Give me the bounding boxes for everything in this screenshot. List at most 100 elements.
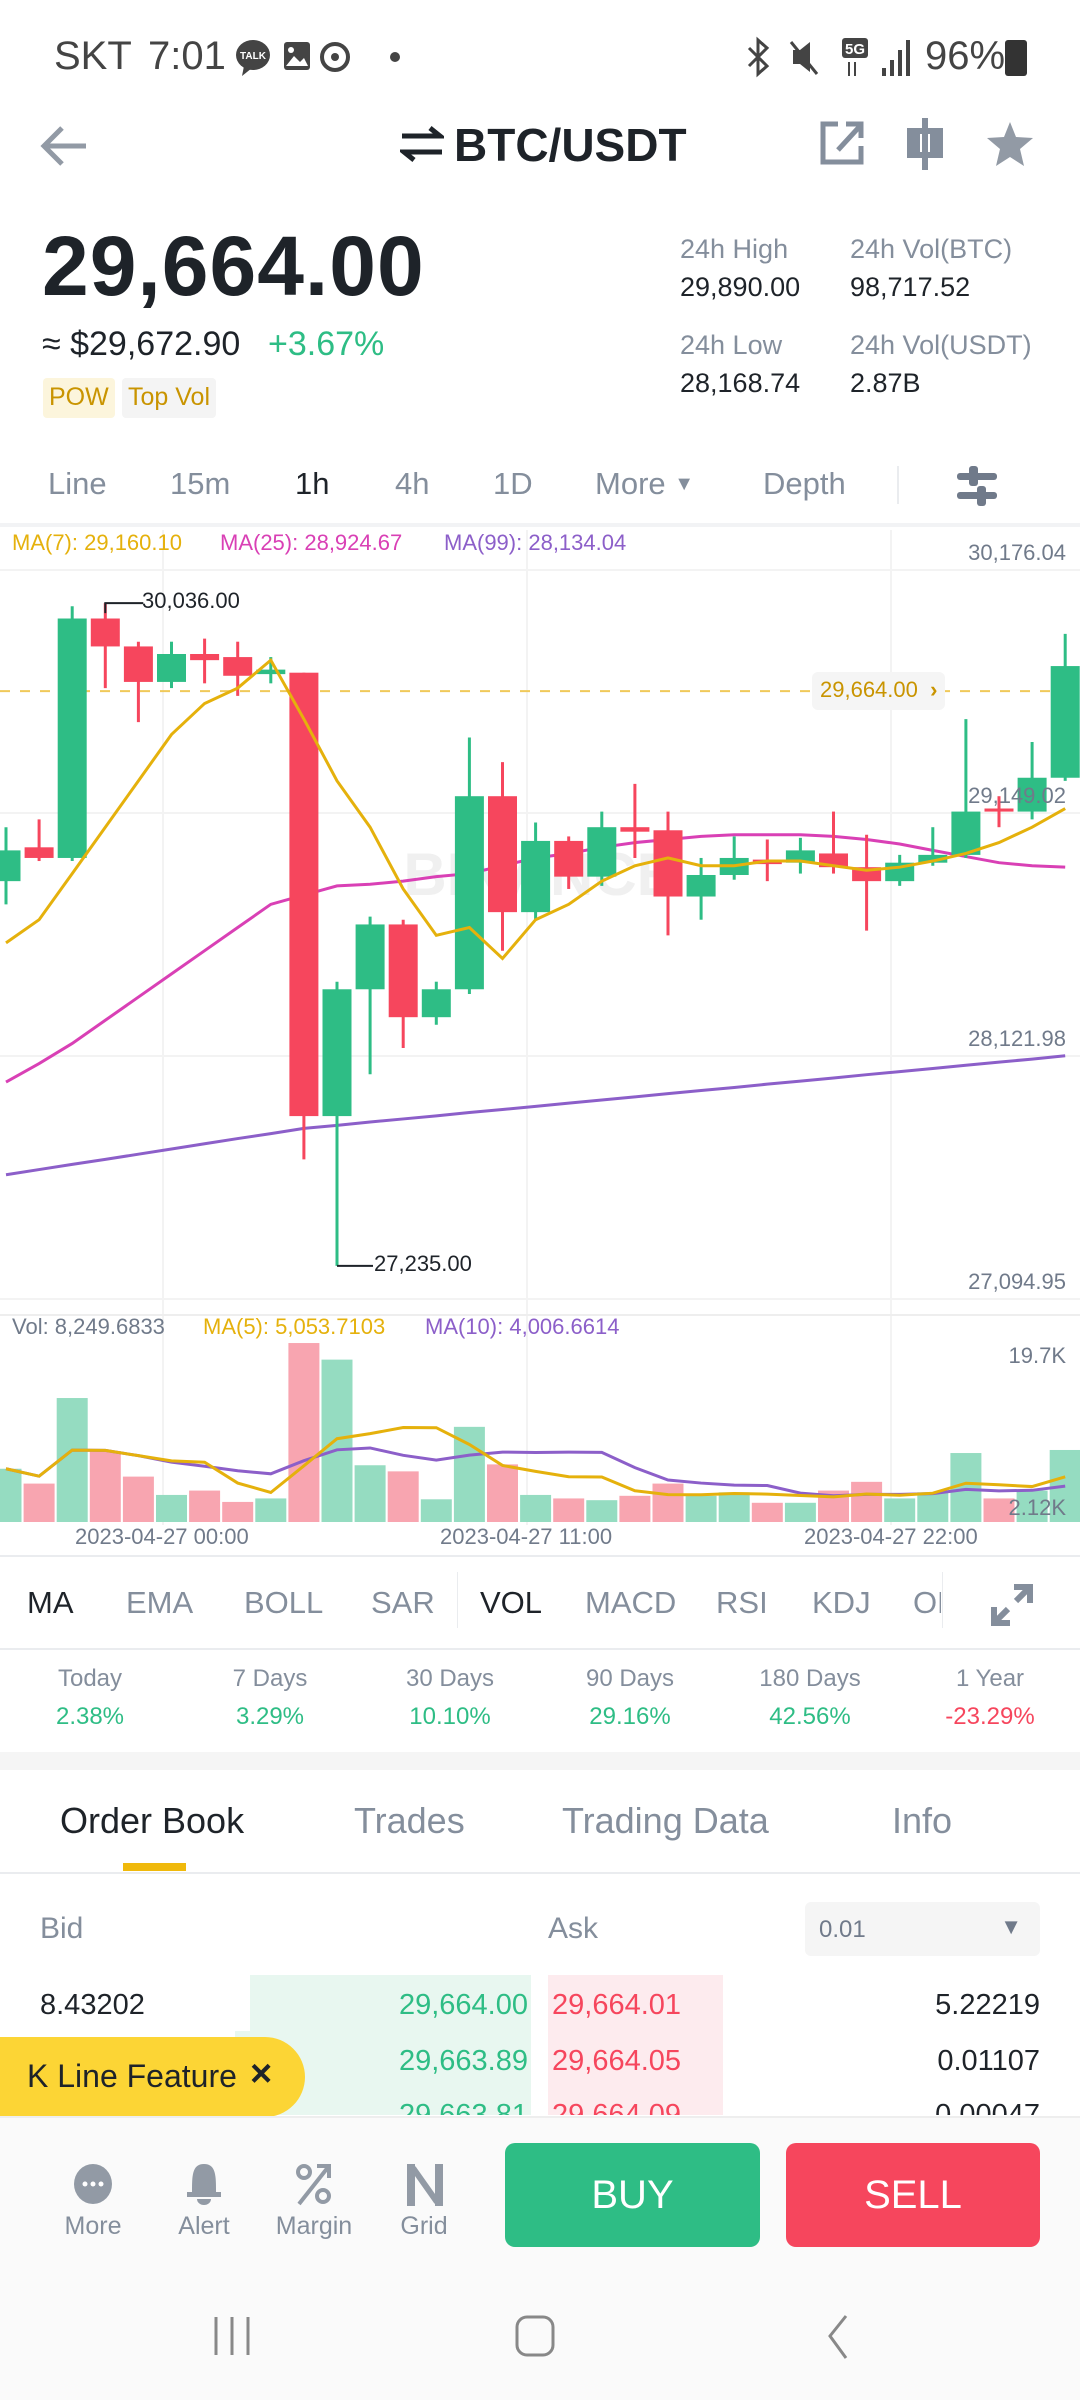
svg-text:TALK: TALK	[240, 51, 267, 62]
tab-order-book[interactable]: Order Book	[60, 1800, 245, 1841]
tab-more-label: More	[595, 466, 666, 501]
fullscreen-expand-icon[interactable]	[990, 1583, 1034, 1627]
chart-settings-icon[interactable]	[955, 464, 999, 508]
favorite-star-icon[interactable]	[985, 120, 1035, 168]
candle-down	[24, 847, 54, 858]
ask-price[interactable]: 29,664.05	[552, 2045, 682, 2077]
tab-4h[interactable]: 4h	[395, 466, 430, 501]
indicator-macd[interactable]: MACD	[585, 1585, 677, 1620]
volume-bar	[751, 1502, 783, 1522]
tab-15m[interactable]: 15m	[170, 466, 231, 501]
candle-up	[521, 840, 551, 913]
margin-icon[interactable]	[295, 2162, 335, 2208]
kline-feature-label: K Line Feature	[27, 2058, 237, 2094]
precision-select[interactable]: 0.01 ▼	[805, 1902, 1040, 1956]
bid-price[interactable]: 29,664.00	[398, 1989, 528, 2021]
close-icon[interactable]: ×	[250, 2053, 273, 2095]
candle-up	[1050, 666, 1080, 778]
candle-up	[322, 989, 352, 1117]
kline-feature-pill[interactable]: K Line Feature ×	[0, 2037, 305, 2117]
tag-top-vol[interactable]: Top Vol	[122, 378, 217, 418]
svg-text:5G: 5G	[845, 41, 865, 58]
candle-up	[587, 827, 617, 877]
tab-info[interactable]: Info	[892, 1800, 953, 1841]
candle-up	[421, 989, 451, 1018]
ask-price[interactable]: 29,664.01	[552, 1989, 682, 2021]
performance-180-days: 180 Days 42.56%	[720, 1665, 900, 1731]
candlestick-icon[interactable]	[905, 118, 945, 170]
ask-quantity: 5.22219	[935, 1989, 1040, 2021]
bid-price[interactable]: 29,663.81	[398, 2099, 528, 2115]
margin-label[interactable]: Margin	[275, 2212, 353, 2240]
dot-icon	[390, 52, 400, 62]
share-icon[interactable]	[820, 120, 864, 166]
indicator-kdj[interactable]: KDJ	[812, 1585, 871, 1620]
last-price: 29,664.00	[42, 219, 425, 313]
candle-down	[984, 808, 1014, 812]
indicator-obv[interactable]: OBV	[913, 1585, 941, 1620]
candle-down	[620, 827, 650, 832]
candle-up	[951, 811, 981, 855]
volume-bar	[917, 1492, 949, 1522]
ask-quantity: 0.00047	[935, 2099, 1040, 2115]
current-price-tag[interactable]: 29,664.00 ›	[812, 672, 946, 710]
performance-label: 180 Days	[759, 1665, 861, 1692]
performance-label: Today	[57, 1665, 123, 1692]
alert-bell-icon[interactable]	[184, 2162, 224, 2208]
volume-bar	[387, 1471, 419, 1522]
sell-button[interactable]: SELL	[786, 2143, 1040, 2247]
price-axis-label: 27,094.95	[968, 1269, 1066, 1294]
alert-label[interactable]: Alert	[178, 2212, 230, 2240]
battery-percent: 96%	[925, 34, 1006, 78]
bid-price[interactable]: 29,663.89	[398, 2045, 528, 2077]
tab-more[interactable]: More ▼	[595, 466, 694, 502]
ask-header: Ask	[548, 1912, 599, 1945]
24h-high-value: 29,890.00	[680, 272, 801, 302]
more-icon[interactable]	[73, 2163, 113, 2205]
volume-bar	[122, 1476, 154, 1522]
volume-bar	[619, 1495, 651, 1522]
back-nav-icon[interactable]	[824, 2314, 854, 2360]
price-axis-label: 30,176.04	[968, 540, 1066, 565]
ask-depth-bar	[548, 1975, 723, 2115]
performance-30-days: 30 Days 10.10%	[360, 1665, 540, 1731]
tab-1d[interactable]: 1D	[493, 466, 533, 501]
candle-down	[653, 830, 683, 897]
volume-axis-label: 2.12K	[1008, 1495, 1067, 1520]
candlestick-chart[interactable]: BINANCE	[0, 525, 1080, 1555]
tab-depth[interactable]: Depth	[763, 466, 846, 501]
indicator-ema[interactable]: EMA	[126, 1585, 194, 1620]
home-icon[interactable]	[514, 2314, 558, 2358]
back-arrow-icon[interactable]	[38, 124, 90, 168]
volume-bar	[222, 1501, 254, 1522]
volume-bar	[884, 1498, 916, 1522]
volume-bar	[156, 1494, 187, 1522]
ask-price[interactable]: 29,664.09	[552, 2099, 682, 2115]
tab-trades[interactable]: Trades	[354, 1800, 465, 1841]
volume-axis-label: 19.7K	[1008, 1343, 1067, 1368]
candle-down	[90, 618, 120, 647]
buy-button[interactable]: BUY	[505, 2143, 760, 2247]
tab-line[interactable]: Line	[48, 466, 107, 501]
indicator-ma[interactable]: MA	[27, 1585, 74, 1620]
tab-trading-data[interactable]: Trading Data	[562, 1800, 769, 1841]
bid-header: Bid	[40, 1912, 84, 1945]
candle-up	[918, 854, 948, 863]
system-icons: 5G	[747, 36, 910, 78]
bid-quantity: 8.43202	[40, 1989, 145, 2021]
price-change: +3.67%	[268, 325, 385, 363]
swap-pair-icon[interactable]	[400, 126, 444, 162]
grid-bot-icon[interactable]	[405, 2162, 445, 2208]
divider	[0, 1872, 1080, 1874]
divider	[0, 523, 1080, 527]
more-label[interactable]: More	[64, 2212, 122, 2240]
indicator-vol[interactable]: VOL	[480, 1585, 543, 1620]
grid-label[interactable]: Grid	[400, 2212, 448, 2240]
pair-title[interactable]: BTC/USDT	[454, 119, 687, 171]
tab-1h[interactable]: 1h	[295, 466, 330, 501]
indicator-boll[interactable]: BOLL	[244, 1585, 324, 1620]
indicator-sar[interactable]: SAR	[371, 1585, 435, 1620]
indicator-rsi[interactable]: RSI	[716, 1585, 768, 1620]
tag-pow[interactable]: POW	[43, 378, 115, 418]
recent-apps-icon[interactable]	[212, 2315, 252, 2357]
